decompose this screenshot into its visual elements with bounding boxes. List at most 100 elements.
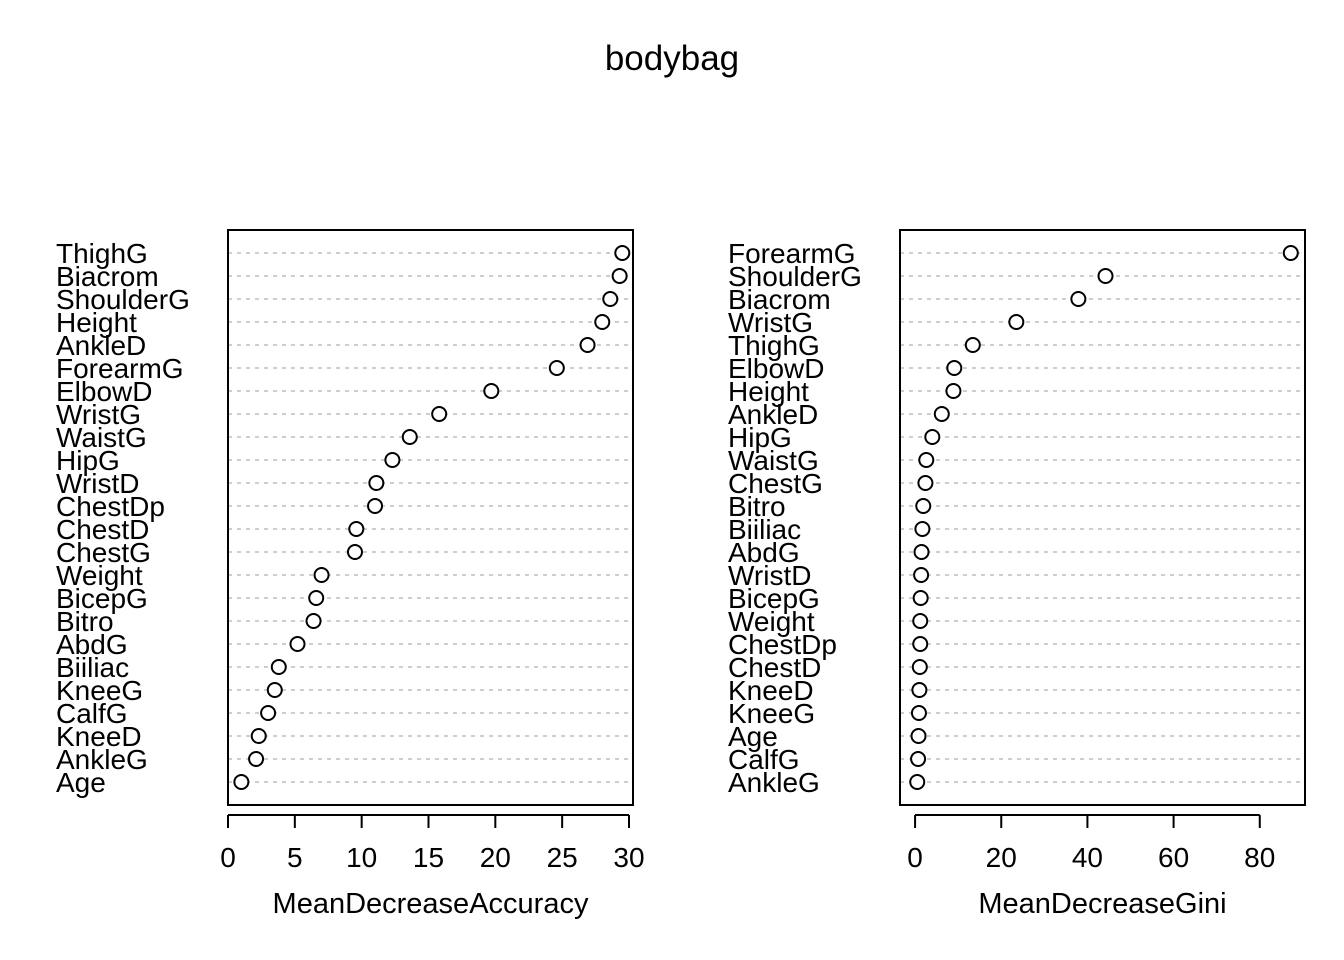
variable-label: WaistG <box>728 445 819 476</box>
variable-label: WristD <box>56 468 139 499</box>
x-tick-label: 0 <box>907 842 923 873</box>
panel-mean-decrease-gini: ForearmGShoulderGBiacromWristGThighGElbo… <box>728 229 1306 920</box>
data-point <box>614 245 631 261</box>
variable-label: Biiliac <box>728 514 801 545</box>
data-point <box>248 751 265 767</box>
variable-label: ChestD <box>728 652 821 683</box>
data-point <box>431 406 448 422</box>
data-point <box>384 452 401 468</box>
data-point <box>915 498 932 514</box>
variable-label: AbdG <box>728 537 800 568</box>
variable-label: Weight <box>728 606 815 637</box>
data-point <box>912 590 929 606</box>
variable-label: Biacrom <box>728 284 831 315</box>
variable-label: ThighG <box>56 238 148 269</box>
data-point <box>910 728 927 744</box>
variable-label: AnkleD <box>728 399 818 430</box>
x-tick-label: 10 <box>346 842 377 873</box>
variable-label: BicepG <box>728 583 820 614</box>
x-axis-title: MeanDecreaseGini <box>978 888 1226 920</box>
variable-label: WristG <box>728 307 813 338</box>
x-tick-label: 5 <box>287 842 303 873</box>
data-point <box>911 682 928 698</box>
variable-label: ForearmG <box>728 238 856 269</box>
data-point <box>1097 268 1114 284</box>
x-tick-label: 40 <box>1072 842 1103 873</box>
data-point <box>1070 291 1087 307</box>
variable-label: AnkleG <box>56 744 148 775</box>
variable-label: Weight <box>56 560 143 591</box>
x-tick-label: 0 <box>220 842 236 873</box>
data-point <box>909 774 926 790</box>
x-tick-label: 15 <box>413 842 444 873</box>
data-point <box>964 337 981 353</box>
plot-frame <box>899 229 1306 806</box>
variable-label: AbdG <box>56 629 128 660</box>
variable-label: CalfG <box>728 744 800 775</box>
x-tick-label: 20 <box>480 842 511 873</box>
data-point <box>912 613 929 629</box>
data-point <box>602 291 619 307</box>
variable-label: HipG <box>728 422 792 453</box>
variable-label: WristD <box>728 560 811 591</box>
data-point <box>594 314 611 330</box>
variable-label: ElbowD <box>728 353 824 384</box>
variable-label: ThighG <box>728 330 820 361</box>
data-point <box>305 613 322 629</box>
x-tick-label: 25 <box>547 842 578 873</box>
variable-label: ElbowD <box>56 376 152 407</box>
data-point <box>924 429 941 445</box>
variable-label: BicepG <box>56 583 148 614</box>
variable-label: KneeG <box>728 698 815 729</box>
data-point <box>913 567 930 583</box>
data-point <box>368 475 385 491</box>
variable-label: AnkleG <box>728 767 820 798</box>
data-point <box>914 521 931 537</box>
x-tick-label: 20 <box>986 842 1017 873</box>
data-point <box>911 659 928 675</box>
x-tick-label: 80 <box>1244 842 1275 873</box>
data-point <box>266 682 283 698</box>
data-point <box>917 475 934 491</box>
variable-label: Bitro <box>728 491 786 522</box>
variable-label: CalfG <box>56 698 128 729</box>
x-axis-title: MeanDecreaseAccuracy <box>273 888 589 920</box>
variable-label: Bitro <box>56 606 114 637</box>
data-point <box>933 406 950 422</box>
variable-label: Age <box>56 767 106 798</box>
main-title: bodybag <box>605 39 739 78</box>
data-point <box>367 498 384 514</box>
data-point <box>913 544 930 560</box>
variable-label: ShoulderG <box>56 284 190 315</box>
data-point <box>270 659 287 675</box>
data-point <box>1282 245 1299 261</box>
x-tick-label: 30 <box>613 842 644 873</box>
variable-label: Height <box>728 376 809 407</box>
data-point <box>548 360 565 376</box>
data-point <box>918 452 935 468</box>
data-point <box>579 337 596 353</box>
data-point <box>308 590 325 606</box>
variable-label: WristG <box>56 399 141 430</box>
data-point <box>250 728 267 744</box>
data-point <box>483 383 500 399</box>
data-point <box>912 636 929 652</box>
data-point <box>233 774 250 790</box>
variable-label: Biiliac <box>56 652 129 683</box>
variable-label: Age <box>728 721 778 752</box>
data-point <box>346 544 363 560</box>
data-point <box>946 360 963 376</box>
panel-mean-decrease-accuracy: ThighGBiacromShoulderGHeightAnkleDForear… <box>56 229 645 920</box>
data-point <box>910 705 927 721</box>
data-point <box>348 521 365 537</box>
variable-label: AnkleD <box>56 330 146 361</box>
x-tick-label: 60 <box>1158 842 1189 873</box>
variable-label: Biacrom <box>56 261 159 292</box>
variable-label: ChestDp <box>728 629 837 660</box>
data-point <box>1008 314 1025 330</box>
data-point <box>260 705 277 721</box>
variable-label: ChestG <box>728 468 823 499</box>
data-point <box>611 268 628 284</box>
data-point <box>910 751 927 767</box>
